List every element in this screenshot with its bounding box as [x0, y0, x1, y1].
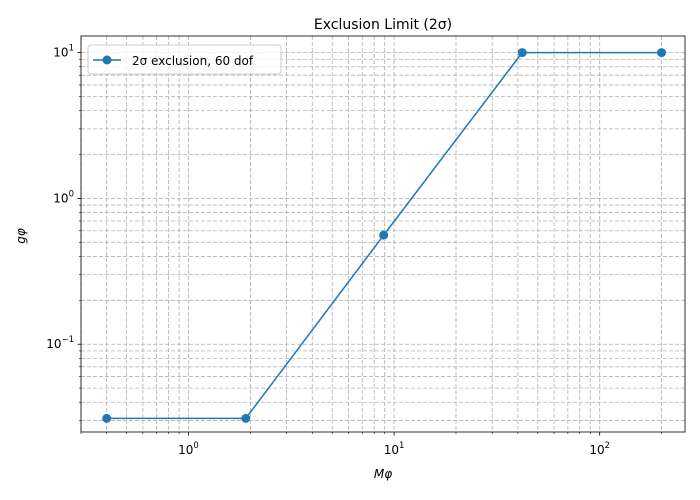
x-tick-label: 100 — [178, 441, 199, 457]
legend-marker-swatch — [102, 55, 112, 65]
y-tick-label: 10−1 — [46, 335, 74, 351]
data-point — [379, 230, 389, 240]
data-point — [517, 48, 527, 58]
x-tick-label: 102 — [589, 441, 610, 457]
y-axis-label: gφ — [14, 228, 28, 244]
tick-labels: 100 101 102 10−1 100 101 — [46, 44, 610, 457]
chart-title: Exclusion Limit (2σ) — [314, 17, 452, 33]
legend-entry-label: 2σ exclusion, 60 dof — [132, 54, 254, 68]
axes-frame — [80, 35, 686, 433]
legend: 2σ exclusion, 60 dof — [87, 44, 282, 75]
grid — [80, 36, 685, 432]
data-point — [241, 413, 251, 423]
y-tick-label: 101 — [53, 44, 74, 60]
y-tick-label: 100 — [53, 189, 74, 205]
data-point — [102, 413, 112, 423]
x-tick-label: 101 — [384, 441, 405, 457]
plot-area — [102, 48, 667, 423]
ticks — [77, 52, 662, 436]
legend-box — [87, 44, 282, 75]
x-axis-label: Mφ — [374, 467, 392, 481]
data-point — [657, 48, 667, 58]
